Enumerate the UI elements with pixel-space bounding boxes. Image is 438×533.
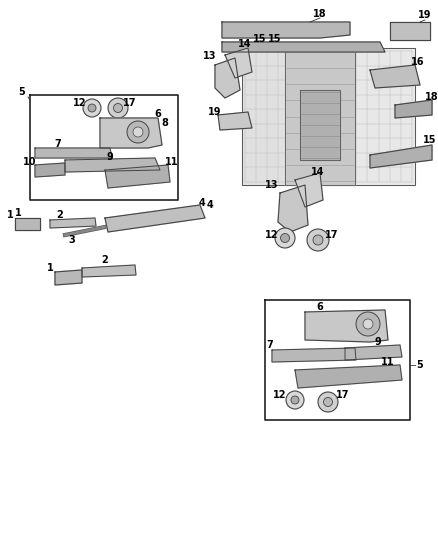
Text: 17: 17 [123, 98, 137, 108]
Polygon shape [265, 300, 410, 420]
Text: 3: 3 [69, 235, 75, 245]
Polygon shape [218, 112, 252, 130]
Polygon shape [305, 310, 388, 342]
Text: 15: 15 [253, 34, 267, 44]
Circle shape [356, 312, 380, 336]
Text: 4: 4 [207, 200, 213, 210]
Text: 11: 11 [381, 357, 395, 367]
Text: 13: 13 [265, 180, 279, 190]
Polygon shape [225, 48, 252, 78]
Polygon shape [215, 58, 240, 98]
Text: 5: 5 [19, 87, 25, 97]
Circle shape [133, 127, 143, 137]
Text: 16: 16 [411, 57, 425, 67]
Text: 13: 13 [203, 51, 217, 61]
Text: 10: 10 [23, 157, 37, 167]
Circle shape [318, 392, 338, 412]
Circle shape [280, 233, 290, 243]
Text: 1: 1 [7, 210, 14, 220]
Text: 2: 2 [102, 255, 108, 265]
Polygon shape [285, 48, 355, 185]
Polygon shape [272, 348, 356, 362]
Text: 1: 1 [14, 208, 21, 218]
Circle shape [286, 391, 304, 409]
Polygon shape [390, 22, 430, 40]
Text: 1: 1 [46, 263, 53, 273]
Text: 8: 8 [162, 118, 169, 128]
Text: 9: 9 [106, 152, 113, 162]
Polygon shape [65, 158, 160, 172]
Polygon shape [105, 205, 205, 232]
Text: 6: 6 [155, 109, 161, 119]
Polygon shape [345, 345, 402, 360]
Circle shape [113, 103, 123, 112]
Polygon shape [222, 42, 385, 52]
Polygon shape [370, 65, 420, 88]
Text: 15: 15 [268, 34, 282, 44]
Polygon shape [370, 145, 432, 168]
Polygon shape [55, 270, 82, 285]
Circle shape [88, 104, 96, 112]
Polygon shape [105, 165, 170, 188]
Polygon shape [320, 48, 415, 185]
Text: 4: 4 [198, 198, 205, 208]
Polygon shape [15, 218, 40, 230]
Circle shape [313, 235, 323, 245]
Polygon shape [100, 118, 162, 148]
Polygon shape [395, 100, 432, 118]
Text: 17: 17 [325, 230, 339, 240]
Text: 12: 12 [273, 390, 287, 400]
Circle shape [291, 396, 299, 404]
Circle shape [108, 98, 128, 118]
Circle shape [307, 229, 329, 251]
Text: 11: 11 [165, 157, 179, 167]
Polygon shape [82, 265, 136, 277]
Circle shape [275, 228, 295, 248]
Text: 19: 19 [418, 10, 432, 20]
Polygon shape [35, 163, 65, 177]
Text: 14: 14 [311, 167, 325, 177]
Polygon shape [300, 90, 340, 160]
Text: 9: 9 [374, 337, 381, 347]
Text: 12: 12 [73, 98, 87, 108]
Polygon shape [295, 173, 323, 207]
Text: 5: 5 [417, 360, 424, 370]
Circle shape [83, 99, 101, 117]
Polygon shape [30, 95, 178, 200]
Text: 18: 18 [313, 9, 327, 19]
Text: 6: 6 [317, 302, 323, 312]
Circle shape [324, 398, 332, 407]
Polygon shape [295, 365, 402, 388]
Polygon shape [50, 218, 96, 228]
Text: 19: 19 [208, 107, 222, 117]
Circle shape [127, 121, 149, 143]
Text: 18: 18 [425, 92, 438, 102]
Polygon shape [278, 185, 308, 232]
Polygon shape [242, 48, 320, 185]
Polygon shape [35, 148, 112, 158]
Text: 2: 2 [57, 210, 64, 220]
Text: 17: 17 [336, 390, 350, 400]
Text: 7: 7 [267, 340, 273, 350]
Text: 12: 12 [265, 230, 279, 240]
Text: 15: 15 [423, 135, 437, 145]
Polygon shape [222, 22, 350, 38]
Text: 14: 14 [238, 39, 252, 49]
Circle shape [363, 319, 373, 329]
Text: 7: 7 [55, 139, 61, 149]
